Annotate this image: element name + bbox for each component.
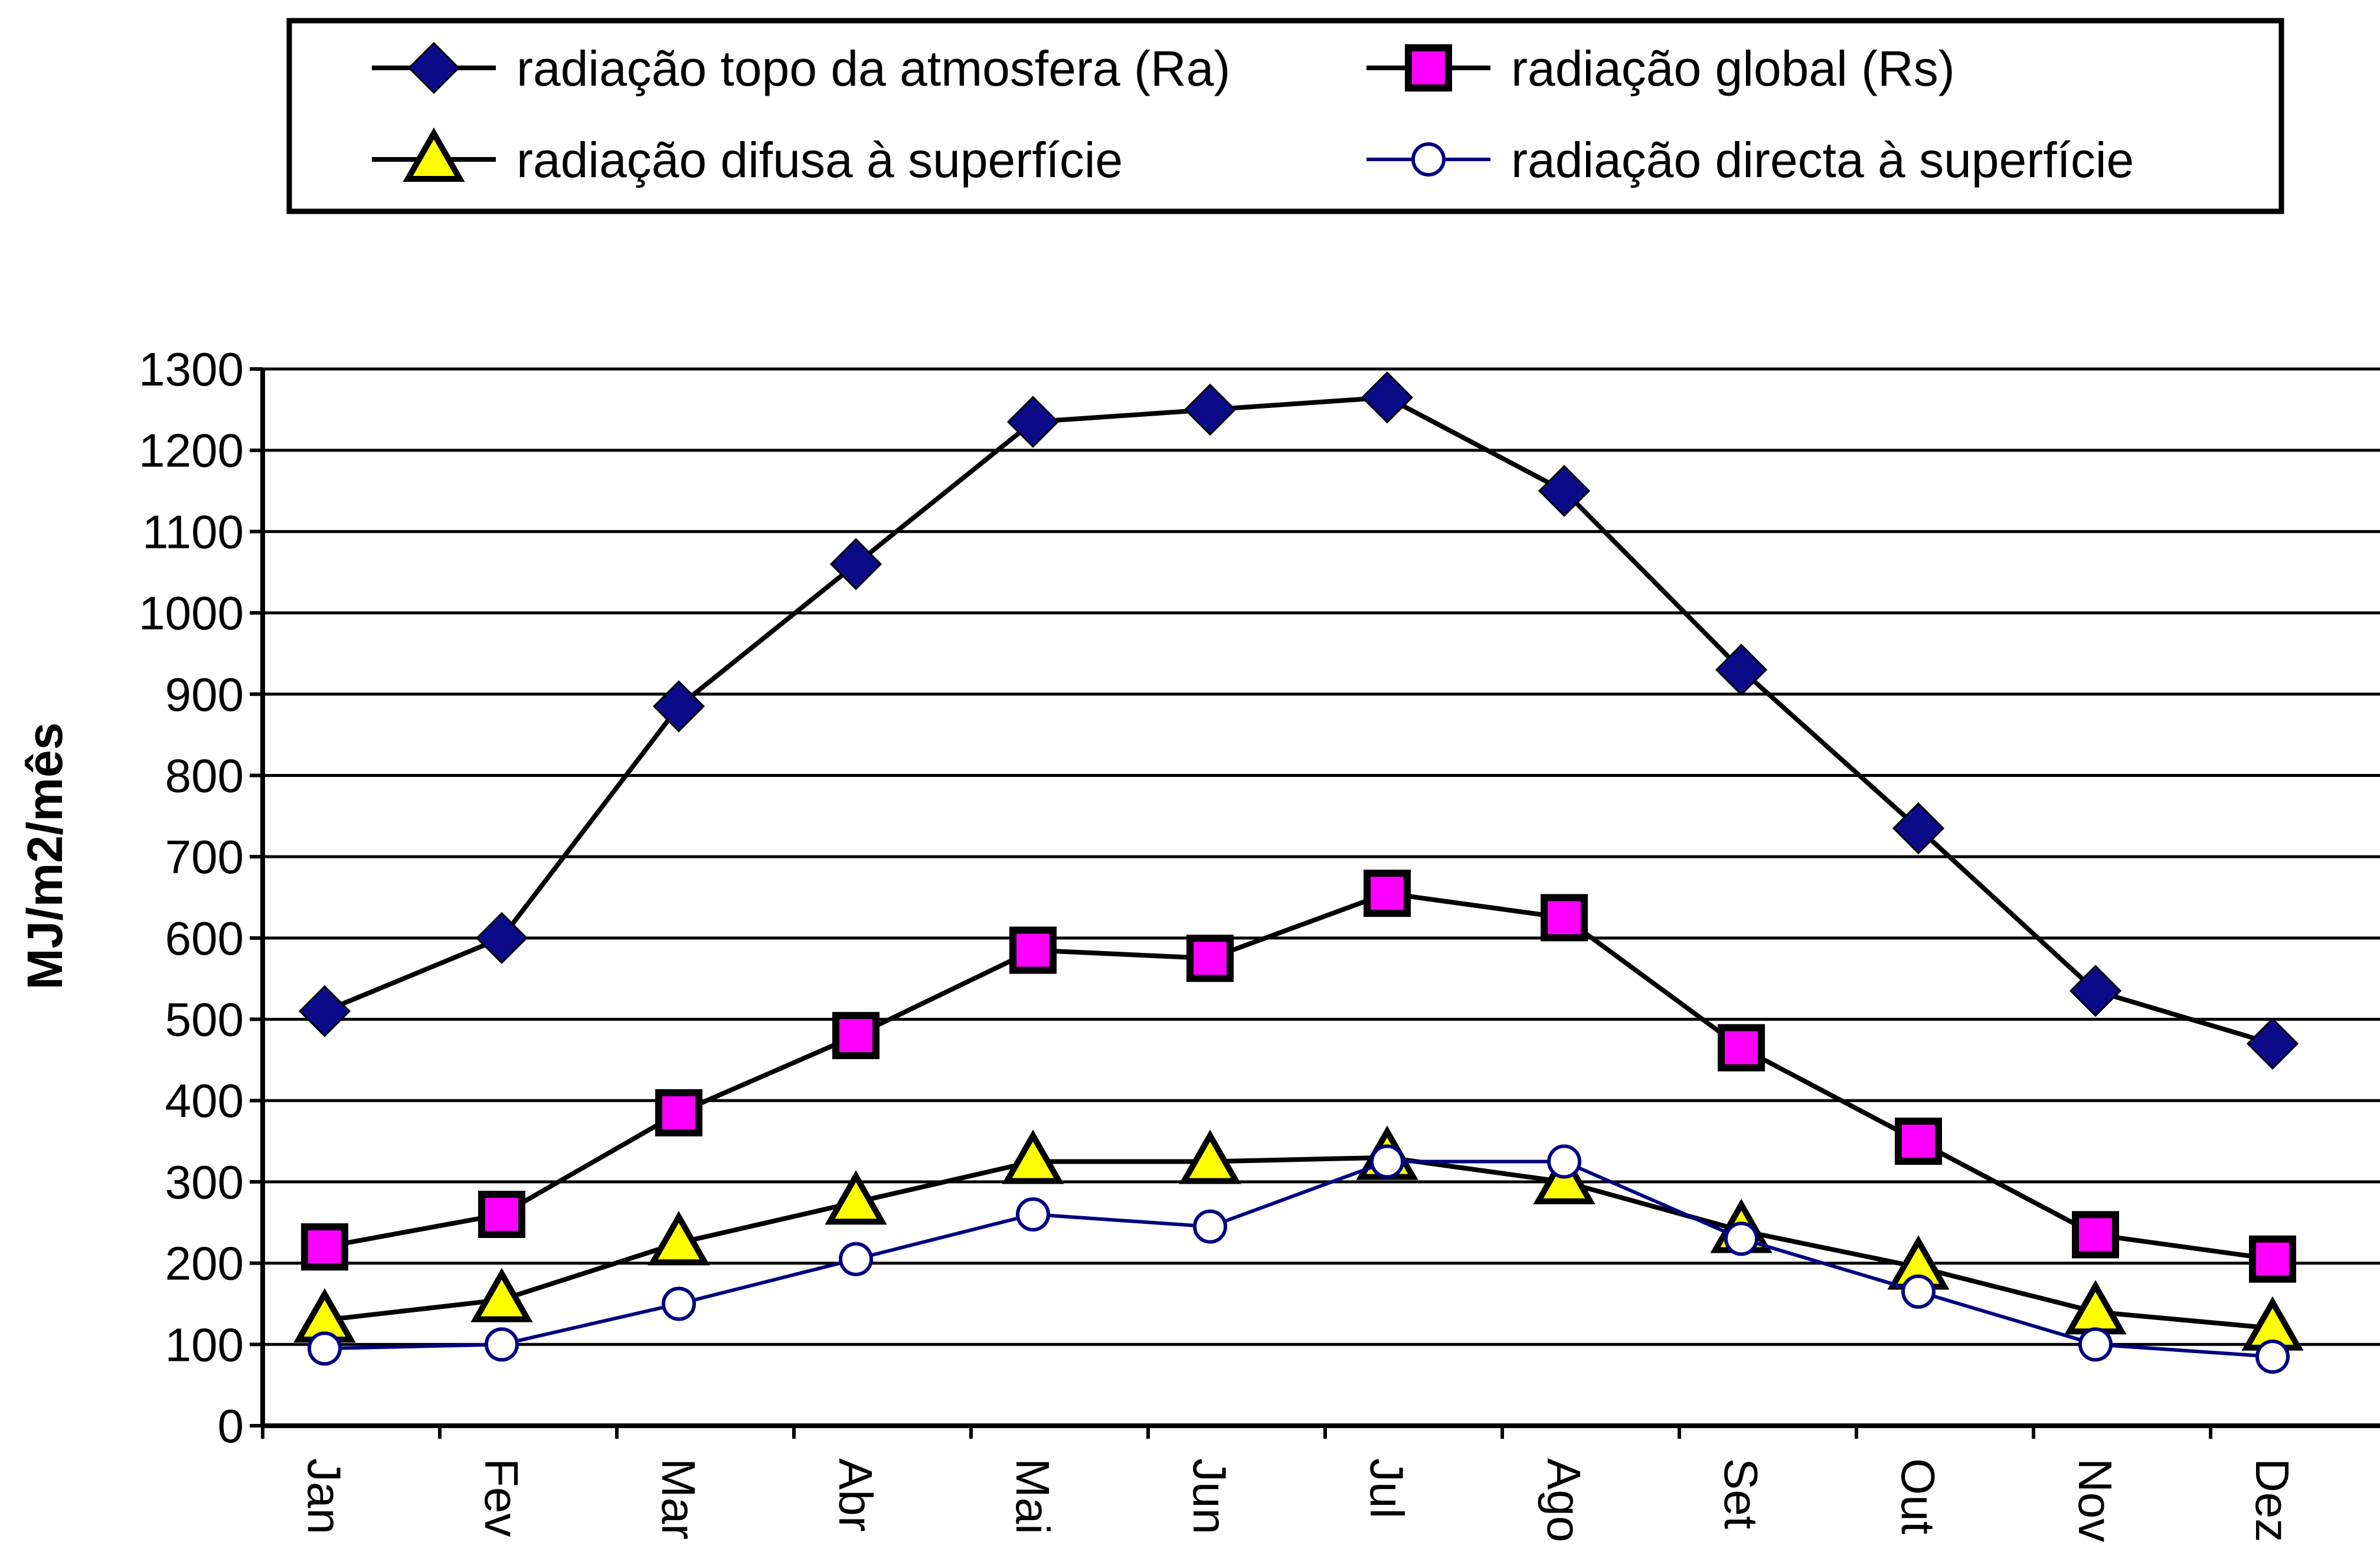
data-point	[2069, 965, 2122, 1017]
y-tick-label: 800	[165, 749, 244, 802]
x-tick-label: Fev	[475, 1458, 528, 1537]
data-point	[1184, 383, 1237, 436]
legend-marker	[403, 127, 465, 182]
data-point	[839, 1242, 873, 1276]
data-point	[1179, 1129, 1241, 1184]
x-tick-label: Ago	[1538, 1458, 1590, 1542]
legend-marker	[1411, 142, 1446, 177]
data-point	[308, 1331, 342, 1366]
x-tick-label: Jan	[298, 1458, 351, 1534]
data-point	[655, 1089, 702, 1136]
data-point	[829, 538, 882, 590]
data-point	[470, 1268, 533, 1322]
legend-label: radiação directa à superfície	[1511, 132, 2134, 188]
data-point	[1002, 1129, 1064, 1184]
legend-entry: radiação directa à superfície	[1366, 132, 2134, 188]
data-point	[1186, 935, 1234, 982]
y-tick-label: 0	[218, 1400, 244, 1452]
series-line	[324, 1159, 2273, 1358]
data-point	[1715, 644, 1768, 696]
data-point	[2249, 1235, 2296, 1283]
y-tick-label: 200	[165, 1237, 244, 1290]
data-point	[1538, 465, 1591, 517]
y-tick-label: 400	[165, 1074, 244, 1127]
y-tick-label: 600	[165, 912, 244, 965]
y-tick-label: 1100	[142, 505, 244, 558]
data-point	[1361, 371, 1414, 424]
y-tick-label: 1300	[139, 343, 244, 396]
legend-entry: radiação topo da atmosfera (Ra)	[372, 41, 1230, 96]
legend-label: radiação difusa à superfície	[516, 132, 1123, 188]
data-point	[2078, 1327, 2113, 1362]
data-point	[662, 1286, 696, 1321]
y-tick-label: 900	[165, 668, 244, 721]
data-point	[1901, 1274, 1936, 1309]
series-1	[298, 371, 2299, 1070]
legend-entry: radiação global (Rs)	[1366, 41, 1955, 96]
y-axis-label: MJ/m2/mês	[17, 723, 73, 990]
data-point	[825, 1170, 887, 1225]
x-tick-label: Nov	[2069, 1458, 2121, 1542]
legend-box	[286, 18, 2284, 214]
series-line	[323, 395, 2274, 1046]
data-point	[298, 985, 351, 1037]
data-point	[1193, 1209, 1227, 1244]
y-tick-label: 1000	[139, 587, 244, 639]
x-tick-label: Mar	[652, 1458, 705, 1540]
data-point	[1724, 1221, 1758, 1256]
data-point	[2072, 1211, 2119, 1259]
grid	[263, 367, 2380, 1346]
data-point	[485, 1327, 519, 1362]
data-point	[2255, 1339, 2290, 1374]
data-point	[2246, 1017, 2299, 1070]
data-point	[1016, 1197, 1050, 1232]
data-point	[1547, 1144, 1581, 1179]
y-tick-label: 1200	[139, 424, 244, 477]
legend-marker	[407, 41, 460, 94]
data-point	[475, 912, 528, 964]
data-point	[832, 1012, 880, 1060]
legend-label: radiação topo da atmosfera (Ra)	[516, 41, 1230, 96]
y-tick-label: 500	[165, 994, 244, 1046]
series-line	[324, 891, 2273, 1262]
x-tick-label: Jul	[1361, 1458, 1413, 1518]
series-4	[308, 1144, 2290, 1374]
data-point	[1006, 396, 1060, 448]
data-point	[1718, 1024, 1765, 1072]
x-tick-label: Dez	[2246, 1458, 2299, 1542]
data-point	[652, 680, 705, 733]
legend-entry: radiação difusa à superfície	[372, 127, 1123, 188]
x-tick-label: Abr	[829, 1458, 882, 1532]
y-tick-label: 300	[165, 1156, 244, 1208]
legend-marker	[1405, 44, 1452, 92]
series	[293, 371, 2304, 1374]
data-point	[1541, 894, 1588, 942]
data-point	[478, 1191, 525, 1238]
data-point	[1892, 802, 1945, 855]
y-tick-label: 100	[165, 1318, 244, 1371]
x-tick-label: Jun	[1184, 1458, 1236, 1534]
series-2	[301, 870, 2296, 1283]
data-point	[648, 1211, 710, 1266]
legend: radiação topo da atmosfera (Ra) radiação …	[286, 18, 2284, 214]
data-point	[301, 1223, 348, 1271]
x-tick-label: Set	[1715, 1458, 1767, 1529]
axes: 0 100 200 300 400 500 600 700 800 900 1000 1100 1200…	[139, 343, 2380, 1542]
y-tick-label: 700	[165, 831, 244, 883]
data-point	[1364, 870, 1411, 917]
data-point	[1370, 1144, 1404, 1179]
x-tick-label: Out	[1892, 1458, 1944, 1534]
series-line	[324, 1155, 2273, 1331]
data-point	[1009, 926, 1057, 974]
legend-label: radiação global (Rs)	[1511, 41, 1955, 96]
data-point	[1895, 1118, 1942, 1165]
x-tick-label: Mai	[1006, 1458, 1059, 1534]
